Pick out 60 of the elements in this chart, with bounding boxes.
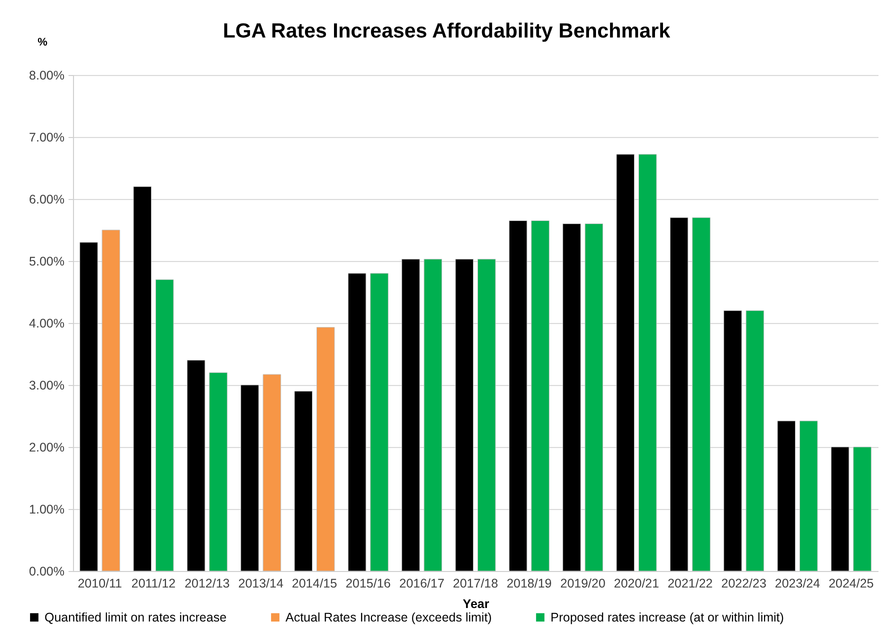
y-tick-label: 8.00% [29,68,64,82]
bar [455,258,474,572]
y-tick-label: 4.00% [29,316,64,330]
bar [209,372,228,572]
bar [508,220,528,572]
x-tick-label: 2013/14 [238,576,284,590]
bar [402,258,420,572]
bar [477,258,496,572]
bar [155,279,174,572]
x-tick-label: 2019/20 [560,576,606,590]
y-axis-title: % [38,36,48,48]
bar [531,220,550,572]
chart-title: LGA Rates Increases Affordability Benchmark [222,20,671,42]
x-tick-label: 2015/16 [346,576,391,590]
bar [616,154,635,572]
bar [102,230,120,572]
y-tick-label: 1.00% [29,502,64,516]
bar [424,258,442,572]
bar [853,446,872,572]
x-tick-label: 2016/17 [399,576,444,590]
x-tick-label: 2018/19 [506,576,552,590]
x-tick-label: 2011/12 [131,576,176,590]
bar [186,360,206,572]
bar [692,217,710,572]
bar [830,446,850,572]
bar [240,384,259,572]
y-tick-label: 6.00% [29,192,64,206]
x-tick-label: 2022/23 [721,576,766,590]
bar [370,273,388,572]
x-tick-label: 2023/24 [774,576,820,590]
bar [724,310,742,572]
legend-label: Quantified limit on rates increase [44,610,227,624]
x-tick-label: 2017/18 [452,576,498,590]
bar [562,224,581,572]
y-tick-label: 3.00% [29,378,64,392]
bar [799,420,818,572]
bar [348,273,366,572]
y-tick-label: 0.00% [29,564,64,578]
x-tick-label: 2010/11 [78,576,122,590]
y-tick-label: 5.00% [29,254,64,268]
bar [316,327,335,572]
bar [746,310,764,572]
bar [638,154,657,572]
bar [133,186,152,572]
bar [262,374,282,572]
x-tick-label: 2020/21 [614,576,660,590]
bar [777,420,796,572]
bar [670,217,688,572]
y-tick-label: 7.00% [29,130,64,144]
x-tick-label: 2012/13 [184,576,230,590]
x-tick-label: 2021/22 [668,576,713,590]
legend-label: Actual Rates Increase (exceeds limit) [286,610,492,624]
bar [584,224,604,572]
legend-label: Proposed rates increase (at or within limit) [550,610,784,624]
bar [294,390,313,572]
bar [80,242,98,572]
x-tick-label: 2024/25 [828,576,874,590]
x-axis-title: Year [462,597,490,611]
y-tick-label: 2.00% [29,440,64,454]
x-tick-label: 2014/15 [292,576,338,590]
